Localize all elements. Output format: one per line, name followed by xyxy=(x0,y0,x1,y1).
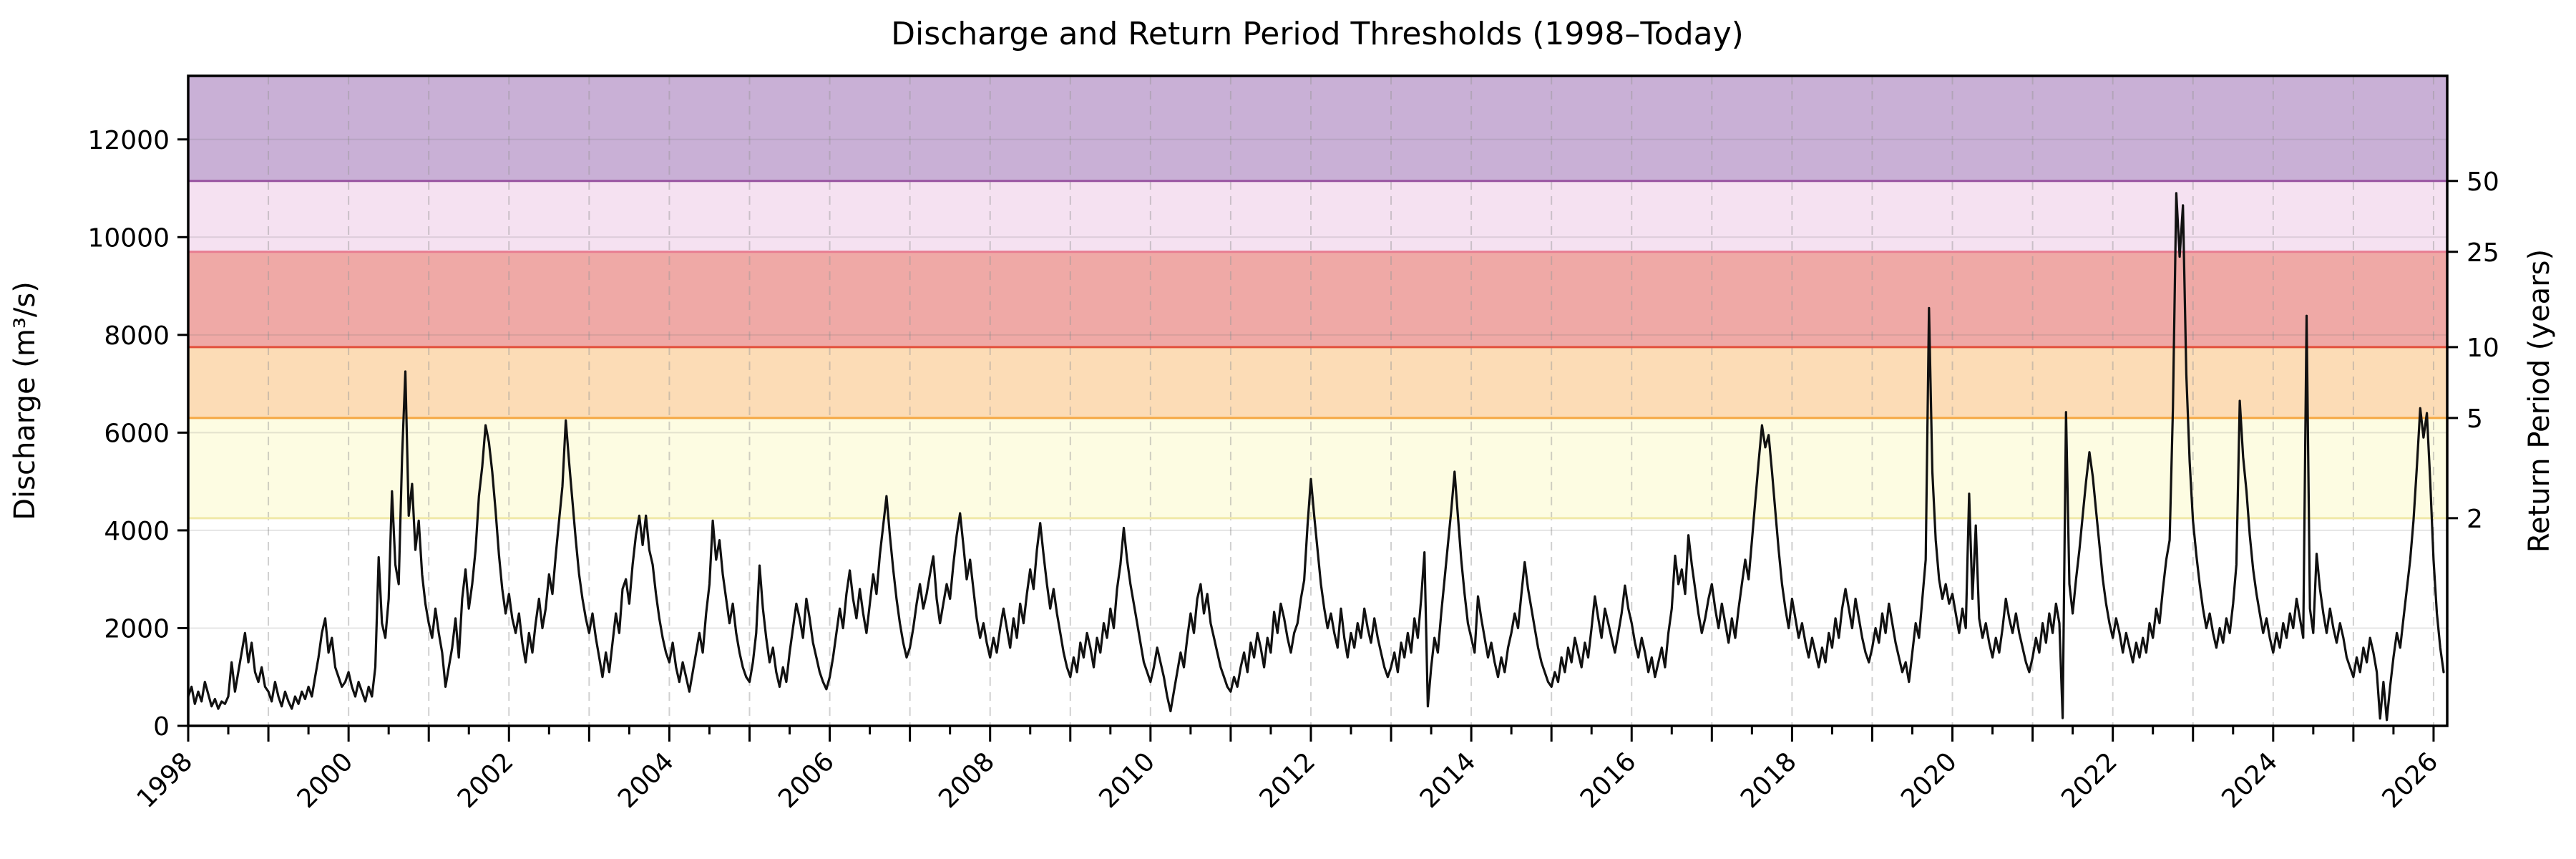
x-tick-label: 2026 xyxy=(2377,747,2444,814)
x-tick-label: 2004 xyxy=(613,747,680,814)
y-tick-label: 2000 xyxy=(104,614,170,644)
x-tick-label: 2008 xyxy=(933,747,1000,814)
plot-frame xyxy=(187,74,2449,727)
y2-tick-label: 25 xyxy=(2467,238,2499,268)
y2-axis-label: Return Period (years) xyxy=(2523,249,2556,553)
y-tick-label: 4000 xyxy=(104,517,170,546)
return-period-bands xyxy=(188,76,2447,518)
x-tick-label: 1998 xyxy=(132,747,199,814)
y-tick-label: 12000 xyxy=(87,126,170,155)
x-tick-label: 2000 xyxy=(292,747,359,814)
x-tick-label: 2002 xyxy=(452,747,519,814)
y-tick-label: 6000 xyxy=(104,419,170,448)
axis-ticks xyxy=(177,138,2458,742)
chart-title: Discharge and Return Period Thresholds (… xyxy=(891,16,1744,52)
y2-tick-label: 2 xyxy=(2467,505,2483,534)
x-tick-label: 2022 xyxy=(2056,747,2123,814)
y2-tick-label: 50 xyxy=(2467,168,2499,197)
y2-tick-label: 5 xyxy=(2467,404,2483,434)
band-return-period-25 xyxy=(188,180,2447,252)
x-tick-label: 2014 xyxy=(1415,747,1482,814)
y-tick-label: 0 xyxy=(153,712,170,742)
y2-tick-label: 10 xyxy=(2467,334,2499,363)
band-return-period-5 xyxy=(188,346,2447,418)
x-tick-label: 2010 xyxy=(1093,747,1161,814)
x-tick-label: 2006 xyxy=(773,747,840,814)
y-tick-label: 8000 xyxy=(104,321,170,351)
band-return-period-10 xyxy=(188,251,2447,347)
y-tick-label: 10000 xyxy=(87,223,170,253)
x-tick-label: 2024 xyxy=(2216,747,2283,814)
x-tick-label: 2012 xyxy=(1254,747,1322,814)
threshold-lines xyxy=(188,180,2447,520)
x-tick-label: 2016 xyxy=(1575,747,1642,814)
y-axis-label: Discharge (m³/s) xyxy=(9,281,42,520)
x-tick-label: 2018 xyxy=(1735,747,1802,814)
discharge-line xyxy=(187,192,2445,722)
x-tick-label: 2020 xyxy=(1896,747,1963,814)
band-return-period-50 xyxy=(188,76,2447,181)
